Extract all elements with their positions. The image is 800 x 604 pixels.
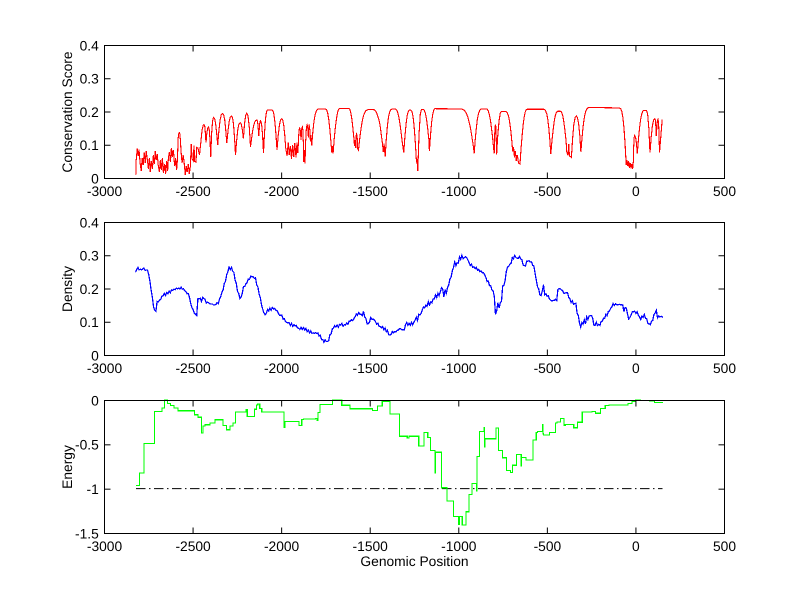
svg-text:-1000: -1000 [441, 539, 477, 554]
svg-text:500: 500 [713, 361, 736, 376]
svg-text:0.1: 0.1 [80, 315, 99, 330]
svg-text:-1500: -1500 [353, 539, 389, 554]
svg-text:-0.5: -0.5 [75, 438, 99, 453]
svg-text:-1.5: -1.5 [75, 526, 99, 541]
svg-text:-1000: -1000 [441, 184, 477, 199]
svg-text:-1500: -1500 [353, 184, 389, 199]
svg-text:Energy: Energy [60, 445, 75, 489]
svg-text:0.2: 0.2 [80, 282, 99, 297]
svg-text:0.4: 0.4 [80, 215, 100, 230]
svg-text:Density: Density [60, 266, 75, 312]
svg-text:-2000: -2000 [264, 184, 300, 199]
svg-text:0.3: 0.3 [80, 249, 100, 264]
svg-text:-500: -500 [534, 539, 562, 554]
svg-text:-2000: -2000 [264, 361, 300, 376]
svg-text:0.1: 0.1 [80, 138, 99, 153]
svg-text:Conservation Score: Conservation Score [60, 51, 75, 172]
svg-text:0.3: 0.3 [80, 72, 100, 87]
svg-text:-1000: -1000 [441, 361, 477, 376]
svg-text:0: 0 [632, 184, 640, 199]
svg-text:0: 0 [91, 393, 99, 408]
svg-text:-2500: -2500 [175, 184, 211, 199]
svg-text:-1500: -1500 [353, 361, 389, 376]
svg-text:0: 0 [632, 361, 640, 376]
svg-text:-500: -500 [534, 184, 562, 199]
svg-text:-3000: -3000 [87, 184, 123, 199]
svg-text:-500: -500 [534, 361, 562, 376]
svg-text:0: 0 [91, 171, 99, 186]
svg-text:-3000: -3000 [87, 361, 123, 376]
svg-text:-1: -1 [87, 482, 99, 497]
svg-text:-2000: -2000 [264, 539, 300, 554]
svg-text:500: 500 [713, 539, 736, 554]
svg-text:0.4: 0.4 [80, 38, 100, 53]
svg-text:0: 0 [632, 539, 640, 554]
svg-text:-2500: -2500 [175, 361, 211, 376]
svg-text:0.2: 0.2 [80, 105, 99, 120]
svg-text:Genomic Position: Genomic Position [360, 554, 468, 569]
svg-text:0: 0 [91, 348, 99, 363]
svg-text:500: 500 [713, 184, 736, 199]
svg-text:-2500: -2500 [175, 539, 211, 554]
svg-text:-3000: -3000 [87, 539, 123, 554]
